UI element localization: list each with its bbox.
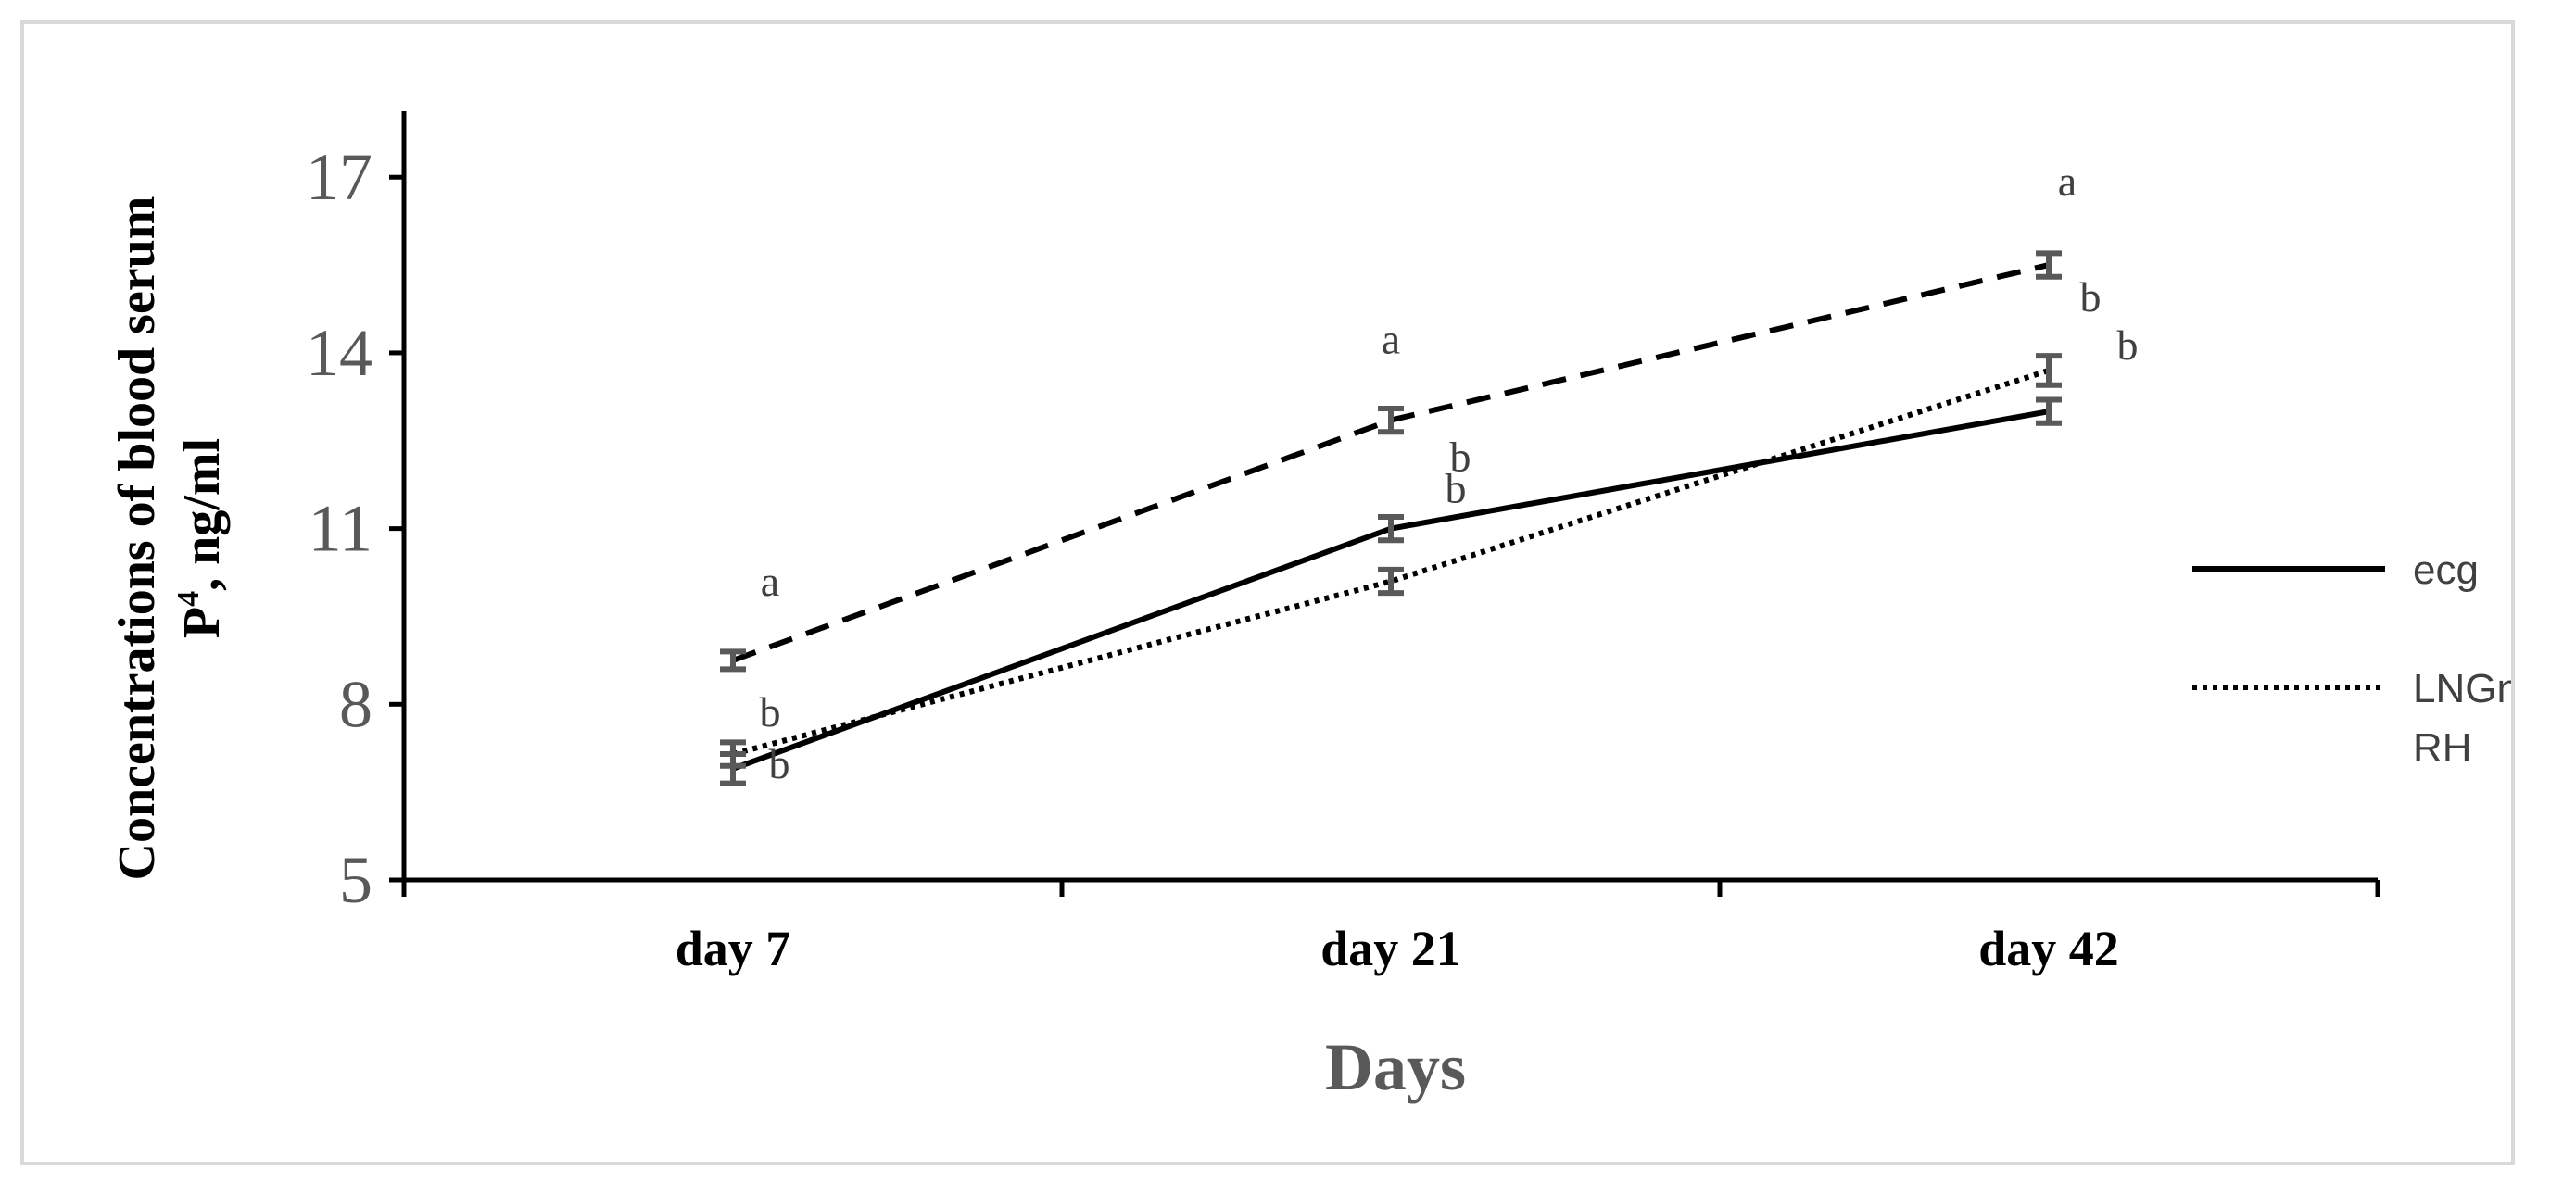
y-axis-title-superscript: 4: [171, 591, 206, 607]
error-bar: [720, 739, 746, 769]
axes: [401, 111, 2378, 883]
x-tick-label: day 42: [1978, 921, 2119, 976]
legend-label: RH: [2413, 725, 2472, 771]
y-tick-label: 11: [309, 492, 373, 566]
y-axis-title-prefix: P: [173, 607, 231, 638]
series-line-LNGnRH: [732, 368, 2050, 757]
y-tick-label: 5: [339, 843, 373, 917]
significance-label: a: [761, 558, 779, 605]
legend-item-ecg: ecg: [2192, 547, 2479, 593]
legend: ecg LNGn RH: [2192, 547, 2511, 771]
y-tick-label: 17: [306, 140, 373, 214]
legend-label: ecg: [2413, 547, 2479, 593]
significance-label: b: [2117, 321, 2139, 369]
error-bar: [2036, 396, 2062, 426]
error-bar: [2036, 250, 2062, 280]
y-tick-label: 8: [339, 667, 373, 741]
significance-label: b: [760, 688, 781, 736]
y-tick-label: 14: [306, 316, 373, 390]
ticks: 5 8 11 14 17 day 7 day 21 day 42: [306, 140, 2380, 976]
legend-item-LNGnRH: LNGn RH: [2192, 666, 2511, 771]
error-bar: [2036, 353, 2062, 388]
error-bars: [720, 250, 2062, 786]
error-bar: [1378, 566, 1404, 597]
significance-label: b: [769, 740, 790, 787]
y-axis-title-line2: P4, ng/ml: [171, 438, 231, 638]
significance-label: b: [1446, 465, 1467, 512]
significance-label: a: [1382, 316, 1400, 363]
legend-label: LNGn: [2413, 666, 2511, 711]
x-axis-title: Days: [1325, 1030, 1466, 1104]
y-axis-title-suffix: , ng/ml: [173, 438, 231, 591]
significance-label: a: [2058, 157, 2077, 205]
significance-label: b: [2080, 273, 2102, 321]
error-bar: [1378, 405, 1404, 435]
error-bar: [720, 648, 746, 673]
x-tick-label: day 7: [676, 921, 791, 976]
y-axis-title-line1: Concentrations of blood serum: [108, 196, 166, 881]
significance-label: b: [1450, 434, 1471, 481]
error-bar: [1378, 513, 1404, 544]
x-tick-label: day 21: [1320, 921, 1461, 976]
series-line-series-3: [731, 262, 2050, 663]
